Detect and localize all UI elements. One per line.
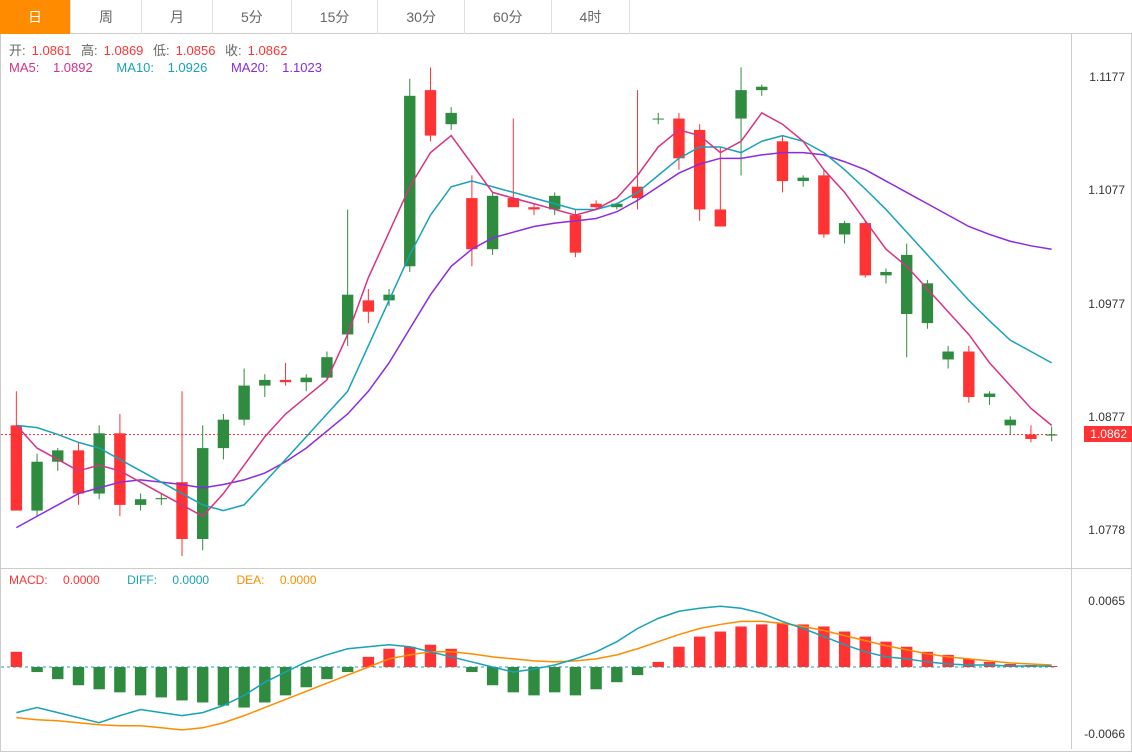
macd-axis: 0.0065-0.0066: [1071, 569, 1131, 749]
ohlc-info: 开:1.0861 高:1.0869 低:1.0856 收:1.0862: [9, 40, 293, 59]
timeframe-tabs: 日周月5分15分30分60分4时: [0, 0, 1132, 34]
tab-60分[interactable]: 60分: [465, 0, 552, 34]
price-axis: 1.07781.08771.09771.10771.11771.0862: [1071, 34, 1131, 568]
macd-chart[interactable]: MACD: 0.0000 DIFF: 0.0000 DEA: 0.0000 0.…: [1, 569, 1131, 749]
current-price-badge: 1.0862: [1084, 426, 1132, 442]
tab-30分[interactable]: 30分: [378, 0, 465, 34]
candlestick-chart[interactable]: 开:1.0861 高:1.0869 低:1.0856 收:1.0862 MA5:…: [1, 34, 1131, 569]
macd-info: MACD: 0.0000 DIFF: 0.0000 DEA: 0.0000: [9, 573, 341, 587]
tab-月[interactable]: 月: [142, 0, 213, 34]
tab-日[interactable]: 日: [0, 0, 71, 34]
ma-info: MA5: 1.0892 MA10: 1.0926 MA20: 1.1023: [9, 60, 342, 75]
tab-5分[interactable]: 5分: [213, 0, 292, 34]
tab-周[interactable]: 周: [71, 0, 142, 34]
tab-15分[interactable]: 15分: [292, 0, 379, 34]
tab-4时[interactable]: 4时: [552, 0, 631, 34]
chart-area: 开:1.0861 高:1.0869 低:1.0856 收:1.0862 MA5:…: [0, 34, 1132, 752]
